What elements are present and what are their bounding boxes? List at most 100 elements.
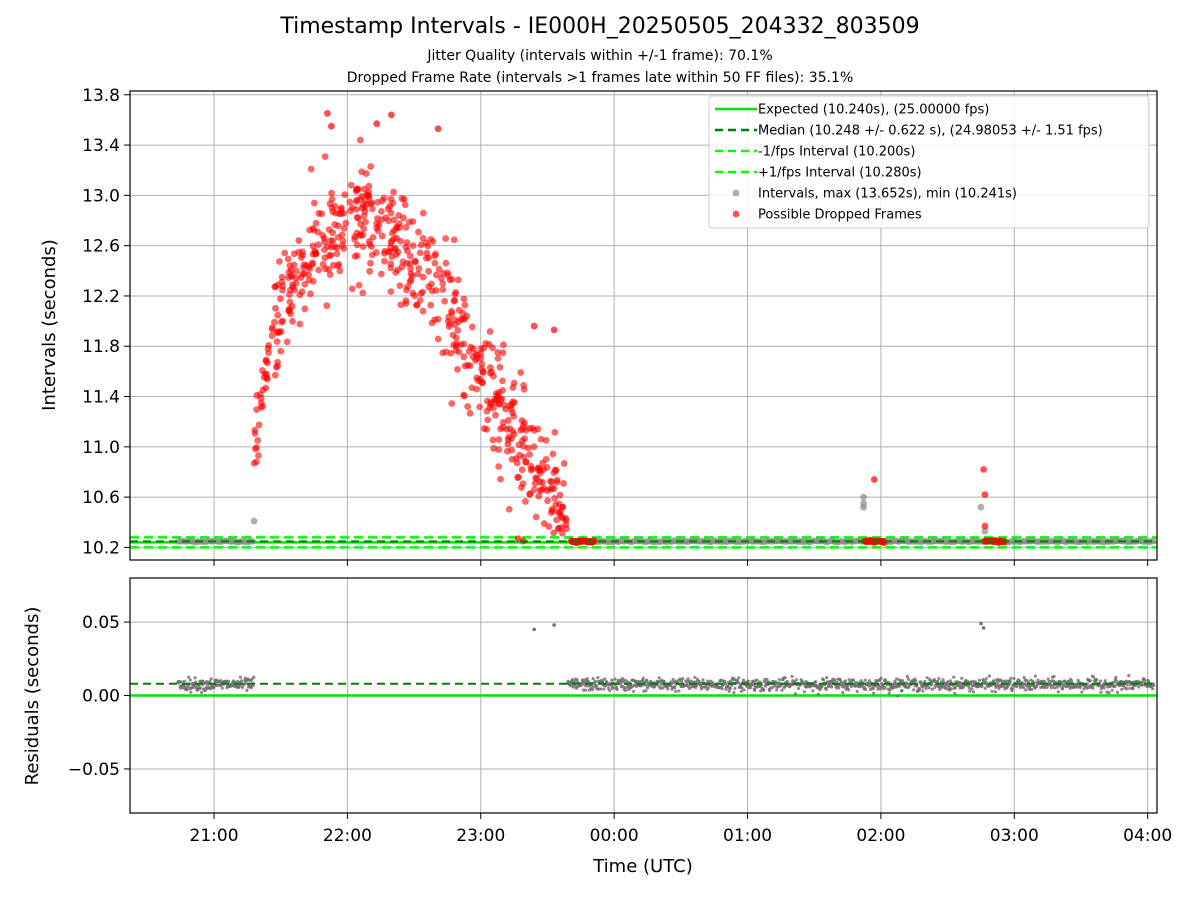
- residual-point: [732, 690, 736, 695]
- residual-point: [1060, 687, 1065, 691]
- dropped-frame-point: [509, 409, 516, 417]
- residual-point: [777, 677, 781, 682]
- dropped-frame-point: [404, 283, 412, 291]
- dropped-frame-point: [560, 480, 568, 487]
- dropped-frame-point: [521, 435, 528, 443]
- residual-point: [833, 679, 837, 683]
- dropped-frame-point: [532, 474, 540, 482]
- residual-point: [824, 687, 828, 692]
- residual-point: [1082, 687, 1086, 691]
- y-tick-label: 10.2: [82, 538, 120, 558]
- residual-point: [872, 691, 876, 695]
- dropped-frame-point: [459, 309, 467, 317]
- dropped-frame-point: [451, 296, 459, 304]
- residuals-y-axis-label: Residuals (seconds): [22, 607, 43, 786]
- residual-point: [209, 677, 213, 681]
- dropped-frame-point: [556, 491, 564, 499]
- residual-point: [602, 687, 606, 691]
- dropped-frame-point: [427, 301, 435, 309]
- dropped-frame-point: [530, 426, 538, 434]
- residual-point: [601, 680, 605, 684]
- dropped-frame-point: [353, 241, 361, 249]
- residual-point: [829, 685, 834, 689]
- dropped-frame-point: [522, 458, 530, 466]
- dropped-frame-point: [526, 451, 534, 458]
- dropped-frame-point: [448, 400, 456, 407]
- residual-point: [1024, 688, 1028, 692]
- dropped-frame-point: [520, 381, 528, 389]
- dropped-frame-point: [369, 234, 377, 241]
- dropped-frame-point: [321, 153, 329, 161]
- residual-point: [1114, 679, 1119, 683]
- residual-point: [649, 679, 653, 683]
- dropped-frame-point: [474, 377, 482, 384]
- dropped-frame-point: [518, 417, 526, 425]
- dropped-frame-point: [492, 411, 499, 419]
- residual-point: [802, 690, 806, 694]
- residual-point: [645, 679, 649, 683]
- dropped-frame-point: [499, 377, 506, 385]
- residual-point: [552, 623, 556, 627]
- residual-point: [1056, 690, 1060, 694]
- y-tick-label: 11.0: [82, 438, 120, 458]
- dropped-frame-point: [359, 231, 367, 239]
- dropped-frame-point: [327, 122, 335, 130]
- dropped-frame-point: [464, 403, 472, 410]
- dropped-frame-point: [407, 265, 415, 273]
- dropped-frame-point: [419, 234, 427, 242]
- residual-point: [768, 688, 772, 693]
- dropped-frame-point: [293, 267, 300, 275]
- dropped-frame-point: [542, 455, 550, 463]
- residual-point: [613, 677, 617, 681]
- dropped-frame-point: [439, 349, 447, 357]
- residual-point: [1030, 687, 1034, 692]
- intervals-legend: Expected (10.240s), (25.00000 fps) Median…: [708, 95, 1150, 229]
- dropped-frame-point: [980, 466, 988, 473]
- residual-point: [645, 686, 650, 690]
- dropped-frame-point: [287, 272, 295, 279]
- intervals-panel: 10.2 10.6 11.0 11.4 11.8 12.2 12.6 13.0 13.4 13.8…: [39, 86, 1158, 566]
- dropped-frame-point: [263, 359, 271, 367]
- dropped-frame-point: [336, 267, 344, 275]
- residual-point: [1103, 679, 1107, 683]
- dropped-frame-point: [461, 392, 468, 400]
- dropped-frame-point: [360, 225, 368, 233]
- residual-point: [603, 677, 607, 681]
- y-tick-label: 10.6: [82, 488, 120, 508]
- dropped-frame-point: [284, 255, 292, 263]
- dropped-frame-point: [321, 254, 329, 262]
- residual-point: [1110, 688, 1114, 692]
- residual-point: [1121, 684, 1125, 688]
- dropped-frame-point: [287, 266, 295, 274]
- residual-point: [182, 679, 187, 683]
- residual-point: [770, 686, 774, 690]
- dropped-frame-point: [535, 492, 543, 500]
- residual-point: [1008, 679, 1012, 683]
- residual-point: [887, 691, 891, 695]
- dropped-frame-point: [494, 354, 502, 362]
- residuals-panel: −0.05 0.00 0.05 21:00 22:00 23:00 00:00 01:00 02…: [22, 577, 1172, 877]
- legend-label: Expected (10.240s), (25.00000 fps): [758, 103, 989, 118]
- residual-point: [912, 688, 916, 692]
- dropped-frame-point: [289, 317, 296, 325]
- dropped-frame-point: [327, 251, 335, 259]
- residual-point: [893, 679, 897, 683]
- residual-point: [199, 690, 204, 695]
- dropped-frame-point: [409, 289, 417, 297]
- residual-point: [610, 678, 614, 682]
- dropped-frame-point: [500, 341, 507, 349]
- dropped-frame-point: [419, 209, 427, 217]
- dropped-frame-point: [390, 216, 398, 224]
- dropped-frame-point: [498, 395, 506, 403]
- dropped-frame-point: [328, 189, 335, 197]
- residual-point: [615, 687, 619, 692]
- residual-point: [625, 679, 629, 683]
- dropped-frame-point: [449, 331, 457, 339]
- residual-point: [219, 679, 223, 683]
- dropped-frame-point: [309, 250, 317, 258]
- dropped-frame-point: [499, 386, 507, 394]
- dropped-frame-point: [460, 295, 468, 303]
- dropped-frame-point: [367, 259, 374, 267]
- dropped-frame-point: [427, 235, 435, 243]
- dropped-frame-point: [460, 353, 468, 361]
